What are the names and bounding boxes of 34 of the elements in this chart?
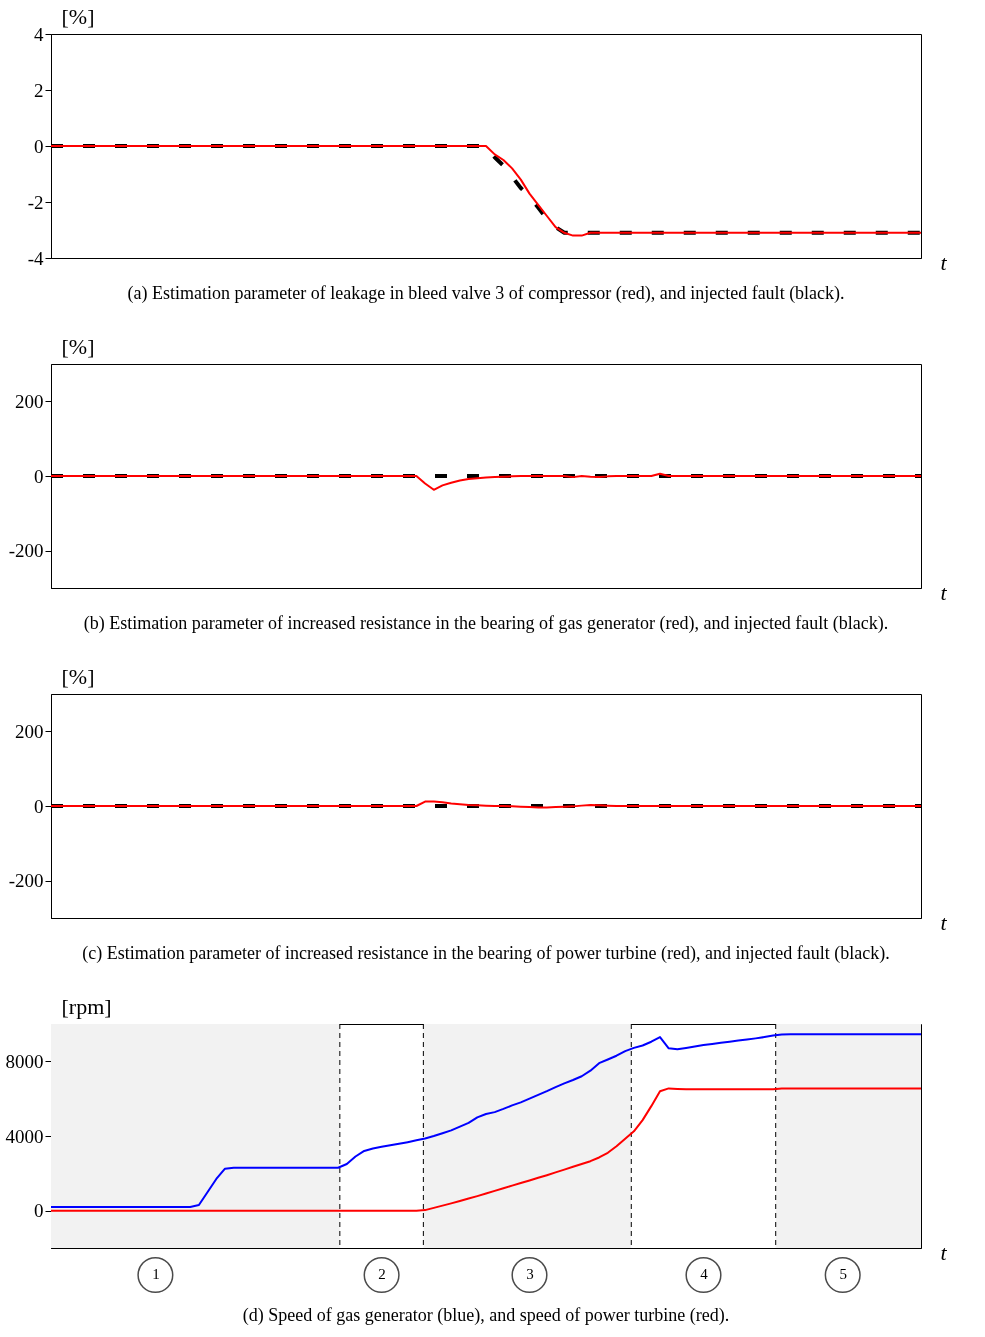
x-tick-label: 1 [152, 1265, 160, 1282]
y-axis-title: [%] [61, 333, 95, 359]
x-axis-title: t [940, 909, 948, 935]
x-axis-title: t [940, 579, 948, 605]
y-tick-label: 0 [34, 135, 44, 157]
x-axis-title: t [940, 249, 948, 275]
y-tick-label: 200 [15, 720, 44, 742]
y-tick-label: 8000 [5, 1050, 44, 1072]
y-tick-label: 0 [34, 1200, 44, 1222]
text: (c) Estimation parameter of increased resistance in the bearing of power turbine (red), and injected fault (black). [82, 943, 890, 964]
y-tick-label: 4 [34, 23, 44, 45]
x-tick-label: 3 [526, 1265, 534, 1282]
line-series [50, 1033, 922, 1208]
y-axis-title: [rpm] [61, 993, 112, 1019]
y-tick-label: 200 [15, 390, 44, 412]
text: (a) Estimation parameter of leakage in bleed valve 3 of compressor (red), and injected fault (black). [127, 283, 845, 304]
y-axis-title: [%] [61, 3, 95, 29]
x-tick-label: 4 [700, 1265, 709, 1282]
y-tick-label: 4000 [5, 1125, 44, 1147]
line-series [50, 1087, 922, 1212]
y-tick-label: 2 [34, 79, 44, 101]
y-tick-label: 0 [34, 465, 44, 487]
x-tick-label: 5 [839, 1265, 847, 1282]
y-tick-label: 0 [34, 795, 44, 817]
text: (d) Speed of gas generator (blue), and speed of power turbine (red). [242, 1305, 730, 1327]
y-tick-label: -200 [8, 870, 44, 892]
y-tick-label: -4 [27, 247, 44, 269]
y-axis-title: [%] [61, 663, 95, 689]
text: (b) Estimation parameter of increased resistance in the bearing of gas generator (red), and injected fault (black). [83, 613, 889, 634]
y-tick-label: -2 [27, 191, 44, 213]
y-tick-label: -200 [8, 540, 44, 562]
x-axis-title: t [940, 1239, 948, 1265]
line-series [50, 472, 922, 491]
x-tick-label: 2 [378, 1265, 386, 1282]
